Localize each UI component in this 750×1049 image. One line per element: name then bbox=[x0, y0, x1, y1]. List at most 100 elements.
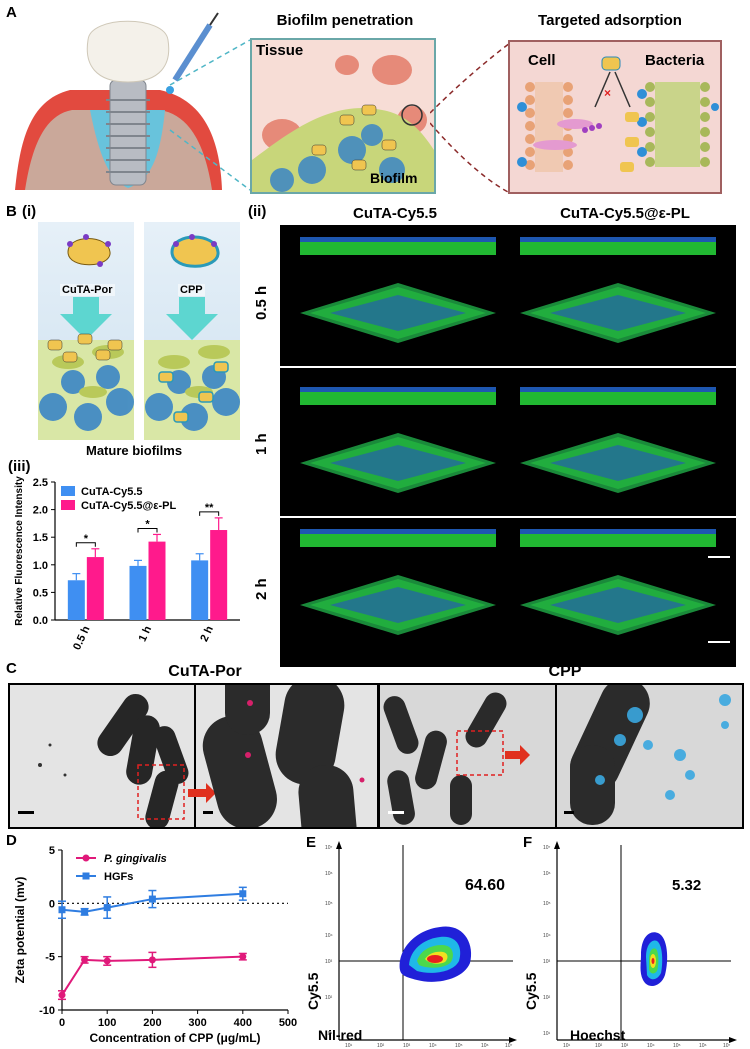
fluorescence-bar-chart: 0.0 0.5 1.0 1.5 2.0 2.5 Relative Fluorescence … bbox=[14, 476, 240, 652]
panel-c-title-cpp: CPP bbox=[548, 663, 582, 680]
significance-star: ** bbox=[205, 502, 214, 514]
row-label-0-5h: 0.5 h bbox=[253, 285, 270, 320]
pgingivalis-point bbox=[58, 991, 66, 999]
svg-text:10³: 10³ bbox=[325, 959, 333, 965]
bar-legend-swatch bbox=[61, 500, 75, 510]
tem-cpp-images bbox=[378, 683, 744, 829]
line-legend-label: HGFs bbox=[104, 871, 133, 883]
panel-a-label: A bbox=[6, 4, 17, 21]
cell-label: Cell bbox=[528, 52, 556, 69]
svg-text:10⁷: 10⁷ bbox=[543, 845, 551, 851]
bar-cy55 bbox=[129, 565, 147, 620]
mature-biofilms-label: Mature biofilms bbox=[86, 443, 183, 458]
confocal-side-view-top bbox=[300, 237, 496, 242]
line-y-tick-label: 0 bbox=[49, 898, 55, 910]
svg-text:10⁴: 10⁴ bbox=[325, 933, 333, 939]
tissue-label: Tissue bbox=[256, 42, 304, 59]
hgfs-point bbox=[103, 904, 111, 912]
panel-c-label: C bbox=[6, 660, 17, 677]
bar-legend-label: CuTA-Cy5.5 bbox=[81, 486, 143, 498]
cutapor-biofilm-illustration bbox=[38, 222, 134, 440]
scale-bar bbox=[708, 556, 730, 558]
bar-x-tick-label: 2 h bbox=[198, 624, 216, 644]
svg-text:10⁴: 10⁴ bbox=[429, 1043, 437, 1047]
bar-y-tick-label: 1.5 bbox=[33, 532, 48, 544]
svg-text:10⁵: 10⁵ bbox=[455, 1043, 463, 1047]
line-x-tick-label: 400 bbox=[234, 1017, 252, 1029]
panel-b-label: B bbox=[6, 203, 17, 220]
bar-y-axis-label: Relative Fluorescence Intensity bbox=[14, 476, 25, 626]
line-x-tick-label: 200 bbox=[143, 1017, 161, 1029]
biofilm-label: Biofilm bbox=[370, 170, 418, 186]
svg-text:10³: 10³ bbox=[543, 959, 551, 965]
confocal-col1-title: CuTA-Cy5.5 bbox=[353, 205, 437, 222]
line-x-axis-label: Concentration of CPP (μg/mL) bbox=[89, 1031, 260, 1045]
panel-e-label: E bbox=[306, 834, 317, 851]
line-x-tick-label: 300 bbox=[188, 1017, 206, 1029]
svg-text:10⁴: 10⁴ bbox=[543, 933, 551, 939]
bar-cy55-epl bbox=[210, 530, 228, 620]
panel-c-title-cutapor: CuTA-Por bbox=[168, 663, 242, 680]
significance-bracket bbox=[199, 511, 220, 516]
bar-legend-label: CuTA-Cy5.5@ε-PL bbox=[81, 500, 176, 512]
bar-y-tick-label: 0.0 bbox=[33, 615, 48, 627]
row-label-1h: 1 h bbox=[253, 433, 270, 455]
svg-text:10⁶: 10⁶ bbox=[699, 1043, 707, 1047]
bar-cy55-epl bbox=[148, 541, 166, 620]
svg-text:10⁴: 10⁴ bbox=[647, 1043, 655, 1047]
panel-f-label: F bbox=[523, 834, 533, 851]
row-label-2h: 2 h bbox=[253, 578, 270, 600]
svg-text:×: × bbox=[604, 86, 611, 100]
confocal-3d-view-blue bbox=[550, 587, 686, 623]
svg-text:10⁵: 10⁵ bbox=[543, 901, 551, 907]
svg-text:10⁷: 10⁷ bbox=[723, 1043, 731, 1047]
panel-a-title-penetration: Biofilm penetration bbox=[276, 12, 414, 29]
bar-x-tick-label: 0.5 h bbox=[71, 624, 93, 652]
hgfs-point bbox=[58, 906, 66, 914]
tooth-implant-illustration bbox=[15, 12, 222, 190]
bar-cy55-epl bbox=[86, 557, 104, 620]
line-x-tick-label: 100 bbox=[98, 1017, 116, 1029]
significance-bracket bbox=[137, 527, 158, 533]
svg-text:10²: 10² bbox=[377, 1043, 385, 1047]
panel-a-title-adsorption: Targeted adsorption bbox=[538, 12, 682, 29]
svg-text:10²: 10² bbox=[543, 995, 551, 1001]
confocal-3d-view-blue bbox=[330, 587, 466, 623]
flow-cytometry-nilred: 10¹ 10² 10³ 10⁴ 10⁵ 10⁶ 10⁷ 10¹ 10² 10³ 10⁴ 10⁵ 10⁶… bbox=[325, 841, 517, 1047]
svg-text:10²: 10² bbox=[595, 1043, 603, 1047]
zoom-connector-lines bbox=[169, 39, 251, 191]
confocal-3d-view-blue bbox=[550, 295, 686, 331]
panel-e-quadrant-value: 64.60 bbox=[465, 877, 506, 894]
line-y-tick-label: -5 bbox=[45, 952, 55, 964]
line-x-tick-label: 500 bbox=[279, 1017, 297, 1029]
bar-y-tick-label: 2.0 bbox=[33, 505, 48, 517]
significance-bracket bbox=[75, 542, 96, 547]
panel-b-i-label: (i) bbox=[22, 203, 37, 220]
confocal-side-view-top bbox=[300, 387, 496, 392]
confocal-3d-view-blue bbox=[330, 295, 466, 331]
confocal-side-view-top bbox=[520, 237, 716, 242]
biofilm-penetration-illustration bbox=[250, 38, 436, 194]
panel-d-label: D bbox=[6, 832, 17, 849]
svg-text:10⁶: 10⁶ bbox=[481, 1043, 489, 1047]
panel-f-quadrant-value: 5.32 bbox=[672, 877, 702, 894]
panel-f-ylabel: Cy5.5 bbox=[523, 972, 539, 1010]
line-y-axis-label: Zeta potential (mv) bbox=[13, 877, 27, 984]
svg-text:10³: 10³ bbox=[403, 1043, 411, 1047]
confocal-side-view-top bbox=[520, 529, 716, 534]
pgingivalis-point bbox=[103, 957, 111, 965]
svg-text:10⁶: 10⁶ bbox=[543, 871, 551, 877]
svg-text:10¹: 10¹ bbox=[325, 1031, 333, 1037]
panel-f-xlabel: Hoechst bbox=[570, 1027, 626, 1043]
pgingivalis-point bbox=[148, 956, 156, 964]
tem-cutapor-images bbox=[8, 683, 379, 829]
significance-star: * bbox=[84, 533, 89, 545]
line-y-tick-label: -10 bbox=[39, 1005, 55, 1017]
panel-b-iii-label: (iii) bbox=[8, 458, 31, 475]
bar-y-tick-label: 0.5 bbox=[33, 587, 48, 599]
bacteria-label: Bacteria bbox=[645, 52, 705, 69]
confocal-3d-view-blue bbox=[550, 445, 686, 481]
flow-cytometry-hoechst: 10¹ 10² 10³ 10⁴ 10⁵ 10⁶ 10⁷ 10¹ 10² 10³ 10⁴ 10⁵ 10⁶… bbox=[543, 841, 737, 1047]
svg-text:10⁶: 10⁶ bbox=[325, 871, 333, 877]
bar-x-tick-label: 1 h bbox=[137, 624, 155, 644]
